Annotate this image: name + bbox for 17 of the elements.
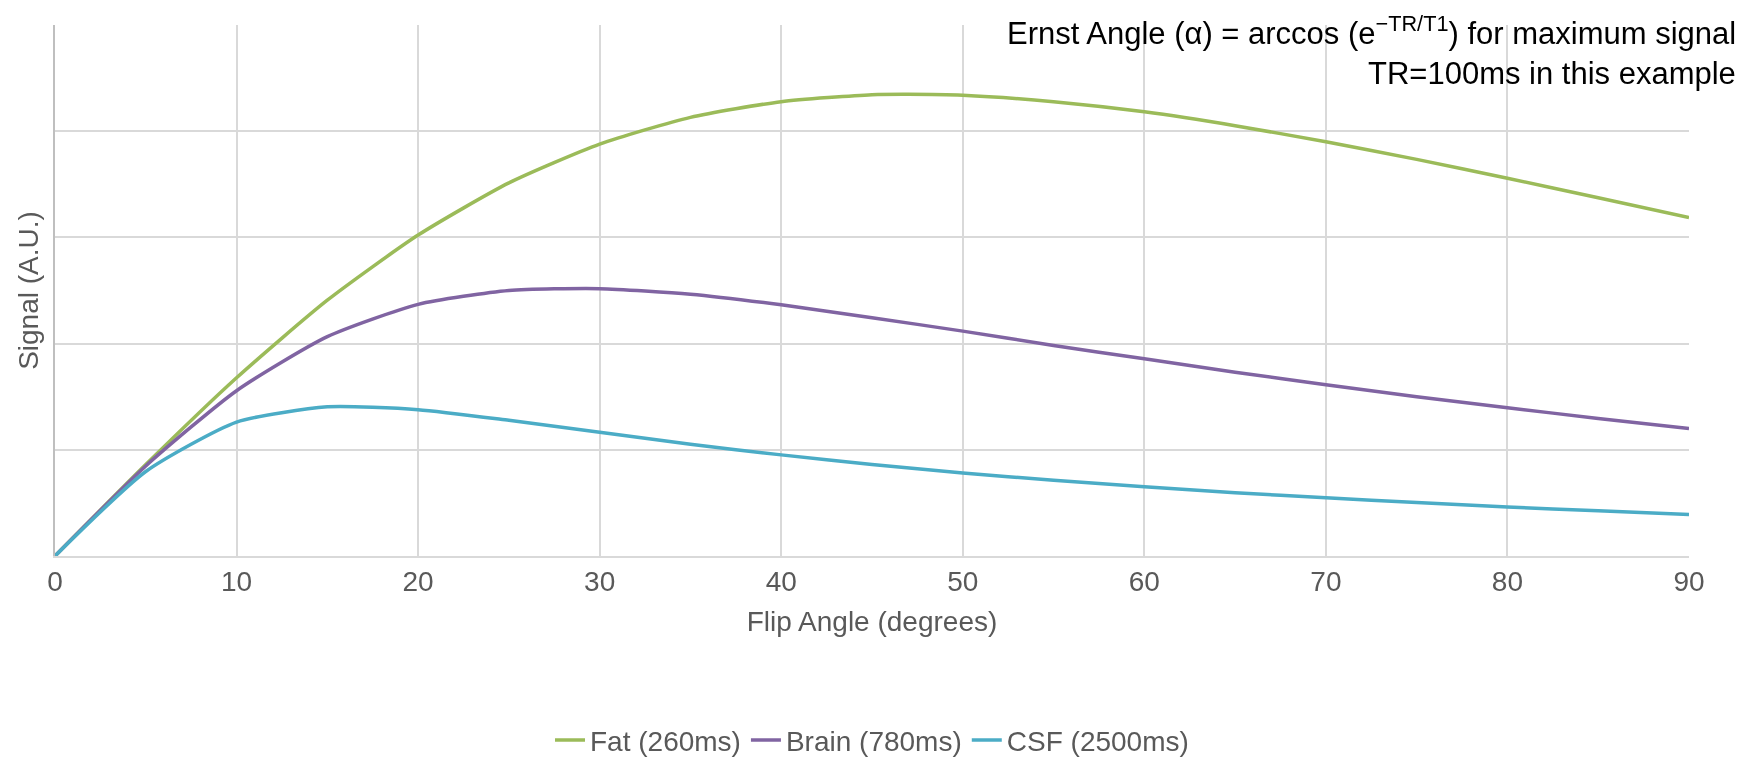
- x-tick-label: 30: [584, 566, 616, 598]
- x-tick-label: 40: [765, 566, 797, 598]
- legend-label: CSF (2500ms): [1006, 725, 1189, 757]
- y-axis-title: Signal (A.U.): [13, 211, 45, 370]
- legend-label: Brain (780ms): [785, 725, 962, 757]
- x-tick-label: 0: [47, 566, 63, 598]
- x-tick-label: 70: [1310, 566, 1342, 598]
- text: Ernst Angle (α) = arccos (e$^{−TR/T1}$) for maximum signal: [1007, 11, 1737, 52]
- x-tick-label: 50: [947, 566, 979, 598]
- x-axis-title: Flip Angle (degrees): [746, 605, 998, 637]
- legend-label: Fat (260ms): [590, 725, 741, 757]
- x-tick-label: 80: [1491, 566, 1524, 598]
- x-tick-label: 60: [1128, 566, 1160, 598]
- x-tick-label: 10: [220, 566, 253, 598]
- x-tick-label: 90: [1673, 566, 1705, 598]
- x-tick-label: 20: [402, 566, 434, 598]
- text: TR=100ms in this example: [1368, 56, 1736, 91]
